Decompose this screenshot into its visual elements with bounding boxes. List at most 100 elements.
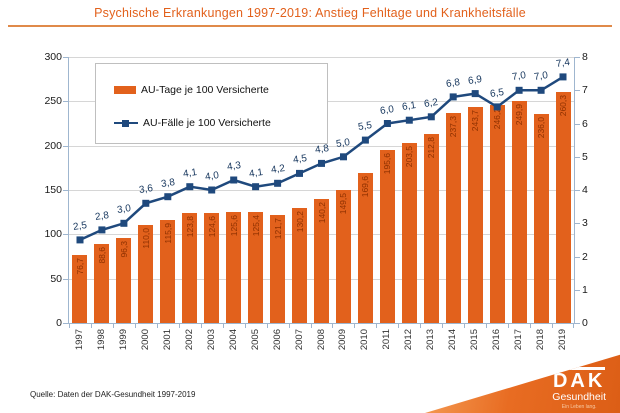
axis-tick <box>420 324 422 328</box>
line-marker <box>340 153 347 161</box>
line-marker <box>427 113 435 121</box>
bar: 125,6 <box>226 211 242 323</box>
axis-tick <box>575 57 580 58</box>
axis-tick <box>63 57 68 58</box>
axis-tick <box>575 156 580 158</box>
bar: 96,3 <box>116 237 132 323</box>
year-label: 2008 <box>315 329 327 351</box>
bar: 212,8 <box>423 134 439 323</box>
title-underline <box>8 25 612 27</box>
year-label: 2017 <box>513 329 525 351</box>
dak-logo-word: DAK <box>552 367 606 391</box>
gridline <box>69 145 574 147</box>
axis-tick <box>376 324 378 328</box>
axis-tick <box>200 324 202 328</box>
chart-title: Psychische Erkrankungen 1997-2019: Ansti… <box>94 6 526 20</box>
left-axis-label: 100 <box>44 228 62 241</box>
right-axis-label: 2 <box>582 250 588 263</box>
plot-area: 76,7 1997 88,6 1998 96,3 1999 110,0 2000 115,9 20… <box>63 57 580 350</box>
bar: 115,9 <box>160 220 176 323</box>
bar: 246,2 <box>489 104 505 323</box>
year-label: 2012 <box>403 329 415 351</box>
bar: 124,6 <box>204 212 220 323</box>
bar: 149,5 <box>335 190 351 323</box>
bar: 249,9 <box>511 101 527 323</box>
bar: 130,2 <box>292 207 308 323</box>
right-axis-label: 5 <box>582 150 588 163</box>
axis-tick <box>244 324 246 328</box>
year-label: 2000 <box>139 329 151 351</box>
axis-tick <box>288 324 290 328</box>
axis-tick <box>575 90 580 92</box>
axis-tick <box>575 289 580 291</box>
axis-tick <box>63 323 68 324</box>
bar: 123,8 <box>182 213 198 323</box>
line-marker <box>471 90 479 98</box>
axis-tick <box>332 324 334 328</box>
line-marker <box>296 169 303 177</box>
gridline <box>69 190 574 191</box>
axis-tick <box>575 190 580 191</box>
right-axis-label: 0 <box>582 317 588 329</box>
right-axis-label: 8 <box>582 51 588 63</box>
year-label: 2006 <box>271 329 283 351</box>
line-swatch-icon <box>114 119 138 128</box>
line-series <box>76 73 567 244</box>
axis-tick <box>573 324 574 328</box>
left-axis-label: 150 <box>44 184 62 196</box>
bar: 110,0 <box>138 225 154 323</box>
right-axis-label: 6 <box>582 117 588 130</box>
axis-tick <box>552 324 554 328</box>
axis-tick <box>575 123 580 125</box>
year-label: 1999 <box>117 329 129 351</box>
line-marker <box>318 159 325 167</box>
axis-tick <box>575 256 580 258</box>
bar: 88,6 <box>94 244 110 323</box>
source-text: Quelle: Daten der DAK-Gesundheit 1997-20… <box>30 390 196 399</box>
line-marker <box>230 176 238 184</box>
year-label: 2016 <box>491 329 503 351</box>
year-label: 2002 <box>183 329 195 351</box>
axis-tick <box>134 324 136 328</box>
axis-tick <box>63 190 68 191</box>
right-axis-label: 3 <box>582 217 588 230</box>
year-label: 2007 <box>293 329 305 351</box>
line-marker <box>383 120 391 127</box>
line-marker <box>252 183 260 191</box>
year-label: 2018 <box>535 329 547 351</box>
bar: 121,7 <box>270 215 286 323</box>
axis-tick <box>310 324 312 328</box>
axis-tick <box>442 324 444 328</box>
axis-tick <box>530 324 532 328</box>
right-axis-label: 7 <box>582 84 588 97</box>
axis-tick <box>63 101 68 103</box>
year-label: 2015 <box>469 329 481 351</box>
line-marker <box>515 86 523 94</box>
bar-swatch-icon <box>114 86 136 94</box>
axis-tick <box>112 324 114 328</box>
bar: 195,6 <box>379 149 395 323</box>
line-marker <box>164 193 172 201</box>
dak-logo: DAK Gesundheit Ein Leben lang. <box>552 367 606 410</box>
bar: 203,5 <box>401 142 417 323</box>
line-marker <box>537 86 545 94</box>
axis-tick <box>90 324 92 328</box>
dak-logo-slogan: Ein Leben lang. <box>561 404 597 410</box>
left-axis-label: 200 <box>44 139 62 152</box>
bar: 169,6 <box>357 172 373 323</box>
bar: 125,4 <box>248 211 264 323</box>
year-label: 2011 <box>381 329 393 350</box>
right-axis-label: 4 <box>582 184 588 196</box>
axis-tick <box>575 223 580 225</box>
axis-tick <box>398 324 400 328</box>
left-axis-label: 50 <box>50 272 62 285</box>
legend-item-line: AU-Fälle je 100 Versicherte <box>114 110 327 136</box>
year-label: 2001 <box>161 329 173 351</box>
axis-tick <box>69 324 70 328</box>
dak-logo-subtitle: Gesundheit <box>552 391 606 404</box>
bar: 260,3 <box>555 92 571 323</box>
year-label: 1997 <box>73 329 85 351</box>
year-label: 2009 <box>337 329 349 351</box>
axis-tick <box>178 324 180 328</box>
